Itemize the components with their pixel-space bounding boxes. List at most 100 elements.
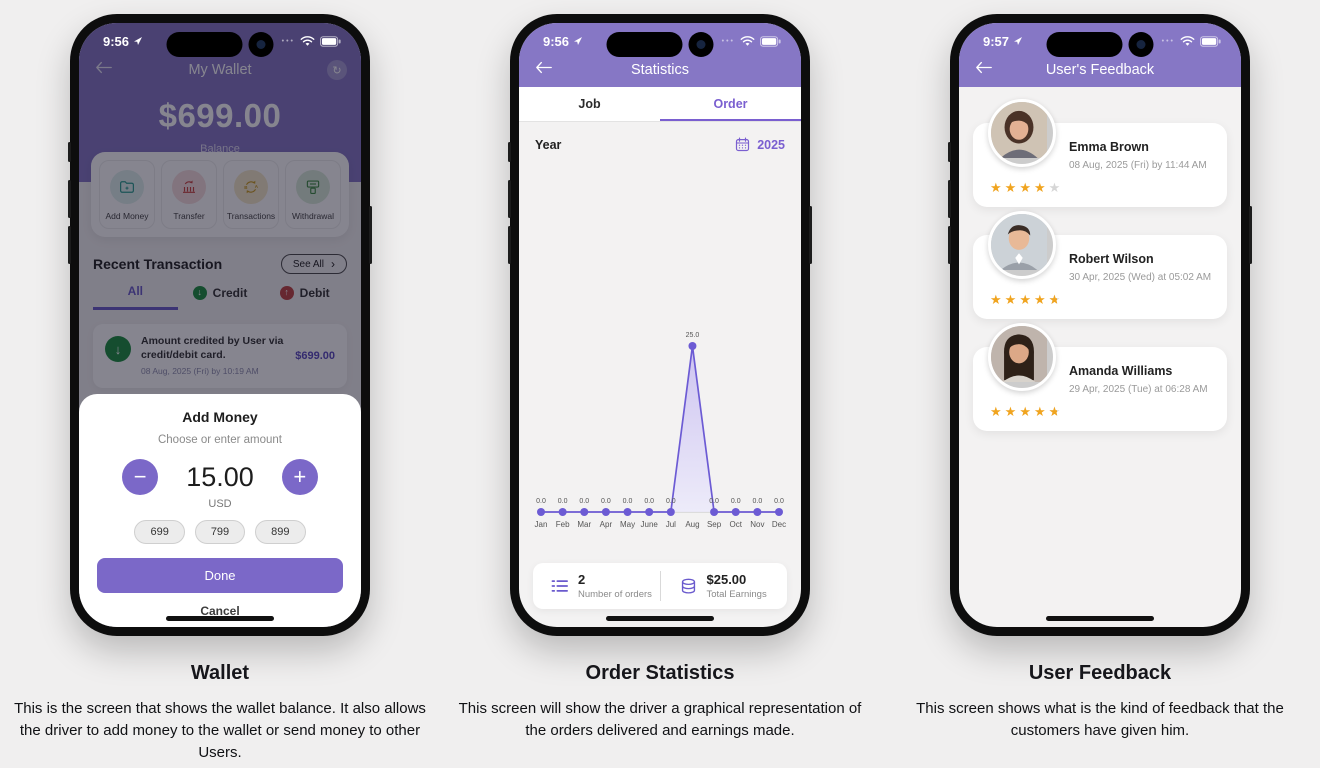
star-icon: ★ (1049, 404, 1064, 419)
star-icon: ★ (1019, 404, 1034, 419)
statistics-title: Statistics (630, 62, 689, 78)
summary-card: 2 Number of orders $25.00 Total Earnings (533, 563, 787, 609)
month-label: Apr (600, 520, 613, 529)
volume-down-button (68, 226, 71, 264)
caption-title-wallet: Wallet (190, 662, 250, 684)
phone-wallet: 9:56 ••• My Wallet (68, 14, 372, 636)
star-icon: ★ (1033, 292, 1049, 307)
tab-order[interactable]: Order (660, 87, 801, 121)
signal-dots-icon: ••• (1161, 37, 1175, 45)
status-time: 9:56 (543, 33, 570, 49)
point-label: 0.0 (709, 498, 719, 505)
star-icon: ★ (1004, 180, 1020, 195)
star-icon: ★ (990, 404, 1005, 419)
earnings-value: $25.00 (706, 572, 747, 587)
orders-summary: 2 Number of orders (533, 572, 660, 600)
month-label: Jul (666, 520, 676, 529)
statistics-column: 9:56 ••• Statistics (440, 0, 880, 765)
point-label: 0.0 (731, 498, 741, 505)
month-label: Nov (750, 520, 764, 529)
chart-point[interactable] (731, 508, 740, 516)
cancel-button[interactable]: Cancel (194, 603, 245, 619)
chart-point[interactable] (580, 508, 589, 516)
caption-text-feedback: This screen shows what is the kind of fe… (916, 700, 1284, 740)
order-chart: 0.0 Jan 0.0 Feb 0.0 Mar 0.0 Apr 0.0 May 0.0 June 0.0… (535, 332, 787, 529)
back-button[interactable] (975, 61, 993, 79)
month-label: Aug (685, 520, 699, 529)
modal-subtitle: Choose or enter amount (157, 434, 283, 446)
chart-point[interactable] (666, 508, 675, 516)
chart-point[interactable] (623, 508, 632, 516)
chart-point[interactable] (537, 508, 545, 516)
decrease-amount-button[interactable] (122, 459, 159, 495)
amount-chip-699[interactable]: 699 (134, 520, 185, 544)
camera-icon (1128, 32, 1154, 57)
status-time: 9:57 (983, 33, 1010, 49)
signal-dots-icon: ••• (281, 37, 295, 45)
chart-line (541, 345, 779, 513)
battery-icon (320, 35, 341, 47)
signal-dots-icon: ••• (721, 37, 735, 45)
point-label: 0.0 (774, 498, 784, 505)
orders-count-label: Number of orders (578, 589, 652, 600)
month-label: May (620, 520, 635, 529)
island-pill (166, 32, 243, 57)
back-button[interactable] (535, 61, 553, 79)
status-bar: 9:56 ••• (519, 23, 801, 53)
wallet-screen: 9:56 ••• My Wallet (79, 23, 361, 627)
chart-point[interactable] (775, 508, 783, 516)
review-card[interactable]: Emma Brown 08 Aug, 2025 (Fri) by 11:44 A… (973, 99, 1227, 207)
rating-stars: ★★★★★ (990, 292, 1063, 308)
summary-divider (659, 571, 661, 601)
volume-up-button (948, 180, 951, 218)
review-card[interactable]: Robert Wilson 30 Apr, 2025 (Wed) at 05:0… (973, 211, 1227, 319)
battery-icon (1200, 35, 1221, 47)
chart-point[interactable] (753, 508, 762, 516)
home-indicator[interactable] (1046, 616, 1154, 621)
amount-chip-799[interactable]: 799 (194, 520, 246, 544)
home-indicator[interactable] (606, 616, 714, 621)
increase-amount-button[interactable] (281, 459, 318, 495)
chart-point[interactable] (601, 508, 610, 516)
statistics-screen: 9:56 ••• Statistics (519, 23, 801, 627)
review-date: 29 Apr, 2025 (Tue) at 06:28 AM (1069, 384, 1208, 395)
chart-point[interactable] (645, 508, 654, 516)
modal-title: Add Money (182, 409, 258, 425)
chart-point[interactable] (710, 508, 719, 516)
island-pill (1046, 32, 1123, 57)
mute-switch (68, 142, 71, 162)
home-indicator[interactable] (166, 616, 274, 621)
add-money-modal: Add Money Choose or enter amount 15.00 U… (79, 394, 361, 627)
done-button[interactable]: Done (97, 558, 343, 593)
earnings-summary: $25.00 Total Earnings (661, 572, 788, 600)
camera-icon (688, 32, 714, 57)
month-label: Feb (556, 520, 570, 529)
year-picker[interactable]: 2025 (735, 137, 785, 152)
star-icon: ★ (990, 292, 1005, 307)
avatar (988, 99, 1056, 167)
feedback-nav: User's Feedback (959, 53, 1241, 87)
location-arrow-icon (134, 37, 143, 45)
mute-switch (948, 142, 951, 162)
reviewer-name: Robert Wilson (1069, 252, 1154, 266)
month-label: Sep (707, 520, 722, 529)
list-icon (551, 580, 568, 592)
point-label: 0.0 (601, 498, 611, 505)
amount-chip-899[interactable]: 899 (255, 520, 306, 544)
year-label: Year (535, 137, 562, 152)
volume-up-button (508, 180, 511, 218)
calendar-icon (736, 137, 750, 152)
orders-chart-container: 0.0 Jan 0.0 Feb 0.0 Mar 0.0 Apr 0.0 May 0.0 June 0.0… (529, 316, 791, 551)
feedback-column: 9:57 ••• User's Feedback (880, 0, 1320, 765)
coins-icon (681, 578, 695, 594)
review-card[interactable]: Amanda Williams 29 Apr, 2025 (Tue) at 06… (973, 323, 1227, 431)
chart-area (541, 346, 779, 512)
tab-job[interactable]: Job (578, 97, 601, 111)
chart-point[interactable] (688, 342, 697, 350)
star-icon: ★ (1004, 292, 1020, 307)
chart-point[interactable] (558, 508, 567, 516)
battery-icon (760, 35, 781, 47)
avatar (988, 211, 1056, 279)
wifi-icon (740, 35, 755, 46)
wifi-icon (1180, 35, 1195, 46)
